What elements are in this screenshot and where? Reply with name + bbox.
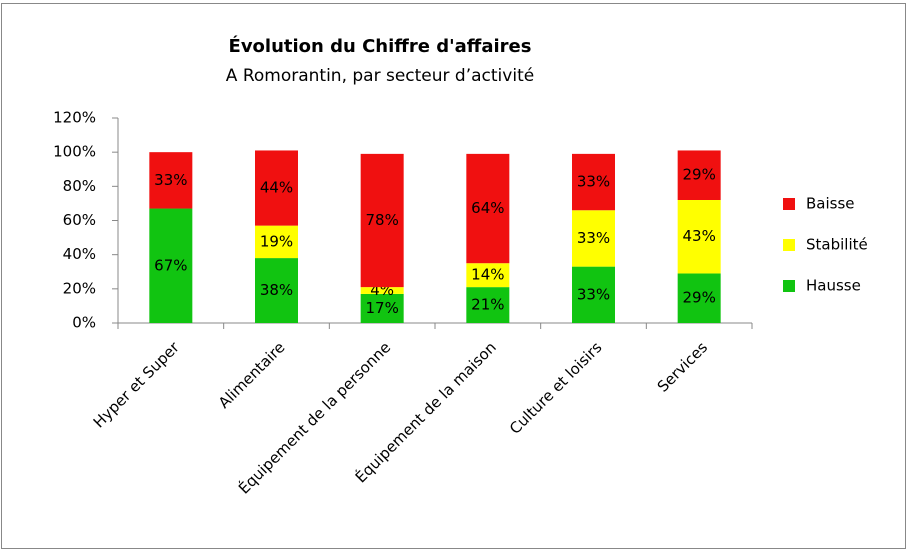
y-tick-label: 80% xyxy=(63,177,96,195)
bar-segment xyxy=(255,225,298,259)
y-tick-label: 60% xyxy=(63,211,96,229)
data-label: 67% xyxy=(154,256,187,274)
bar-segment xyxy=(572,153,615,211)
legend-label: Baisse xyxy=(806,195,855,213)
data-label: 29% xyxy=(682,289,715,307)
y-tick-label: 40% xyxy=(63,245,96,263)
legend-label: Hausse xyxy=(806,277,861,295)
bar-segment xyxy=(677,200,721,274)
bar-segment xyxy=(572,266,615,323)
data-label: 14% xyxy=(471,266,504,284)
legend-swatch xyxy=(783,198,795,210)
bar-segment xyxy=(360,153,404,288)
bar-segment xyxy=(149,208,193,323)
data-label: 33% xyxy=(577,285,610,303)
bar-segment xyxy=(466,287,510,323)
data-label: 17% xyxy=(365,299,398,317)
data-label: 33% xyxy=(154,171,187,189)
legend-label: Stabilité xyxy=(806,236,868,254)
data-label: 38% xyxy=(260,281,293,299)
bar-segment xyxy=(360,293,404,323)
y-tick-label: 100% xyxy=(53,143,96,161)
y-tick-label: 20% xyxy=(63,279,96,297)
bar-segment xyxy=(466,263,510,288)
data-label: 44% xyxy=(260,179,293,197)
data-label: 78% xyxy=(365,211,398,229)
bar-segment xyxy=(149,152,193,209)
bar-segment xyxy=(572,210,615,267)
data-label: 33% xyxy=(577,173,610,191)
legend-swatch xyxy=(783,239,795,251)
data-label: 29% xyxy=(682,166,715,184)
data-label: 43% xyxy=(682,227,715,245)
chart-subtitle: A Romorantin, par secteur d’activité xyxy=(226,66,534,86)
data-label: 19% xyxy=(260,232,293,250)
bar-segment xyxy=(360,287,404,294)
bar-segment xyxy=(677,150,721,200)
y-tick-label: 0% xyxy=(72,314,96,332)
bar-segment xyxy=(255,258,298,323)
data-label: 64% xyxy=(471,199,504,217)
chart-title: Évolution du Chiffre d'affaires xyxy=(229,35,532,57)
data-label: 21% xyxy=(471,296,504,314)
bar-segment xyxy=(255,150,298,226)
data-label: 33% xyxy=(577,229,610,247)
y-tick-label: 120% xyxy=(53,109,96,127)
bar-segment xyxy=(466,153,510,264)
legend-swatch xyxy=(783,280,795,292)
bar-segment xyxy=(677,273,721,323)
